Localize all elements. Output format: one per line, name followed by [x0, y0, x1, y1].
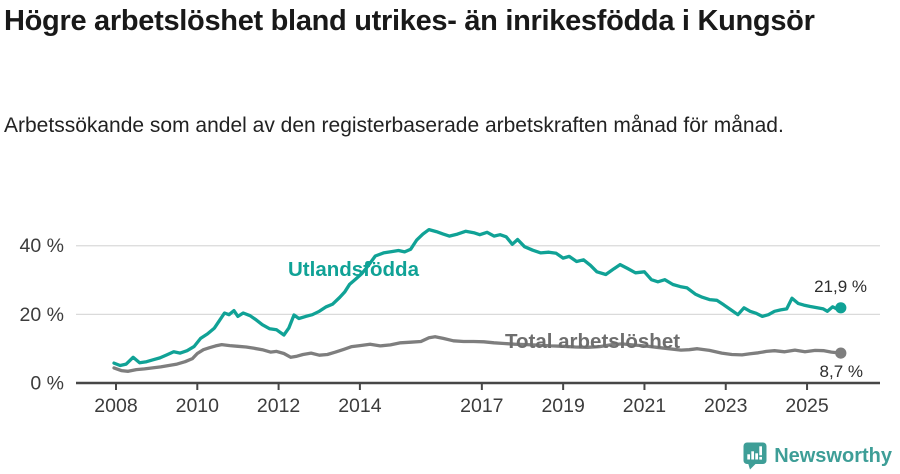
chart-subtitle: Arbetssökande som andel av den registerb… [4, 114, 784, 137]
series-label-utlandsf-dda: Utlandsfödda [288, 258, 420, 281]
page-title: Högre arbetslöshet bland utrikes- än inr… [4, 5, 815, 37]
unemployment-line-chart: 0 % 20 % 40 % 2008 2010 2012 2014 2017 2019 2021 2… [20, 227, 880, 417]
x-tick-label: 2012 [257, 395, 300, 417]
x-tick-label: 2021 [623, 395, 666, 417]
series-line-total-arbetsl-shet [112, 335, 843, 373]
x-tick-label: 2019 [541, 395, 584, 417]
series-end-dot-total-arbetsl-shet [835, 347, 847, 359]
newsworthy-logo[interactable]: Newsworthy [743, 442, 892, 470]
x-tick-label: 2014 [338, 395, 382, 417]
series-end-value-utlandsf-dda: 21,9 % [814, 277, 867, 296]
x-tick-label: 2017 [460, 395, 503, 417]
newsworthy-brand-text: Newsworthy [774, 444, 892, 467]
newsworthy-bubble-chart-icon [743, 442, 767, 470]
series-end-value-total-arbetsl-shet: 8,7 % [820, 362, 863, 381]
x-tick-label: 2010 [176, 395, 220, 417]
x-tick-label: 2025 [785, 395, 829, 417]
y-tick-label: 20 % [20, 304, 64, 326]
series-end-dot-utlandsf-dda [835, 302, 847, 314]
series-line-utlandsf-dda [112, 227, 843, 368]
y-tick-label: 40 % [20, 235, 64, 257]
x-tick-label: 2023 [704, 395, 747, 417]
series-label-total-arbetsl-shet: Total arbetslöshet [505, 330, 680, 353]
y-tick-label: 0 % [30, 373, 64, 395]
x-tick-label: 2008 [94, 395, 137, 417]
